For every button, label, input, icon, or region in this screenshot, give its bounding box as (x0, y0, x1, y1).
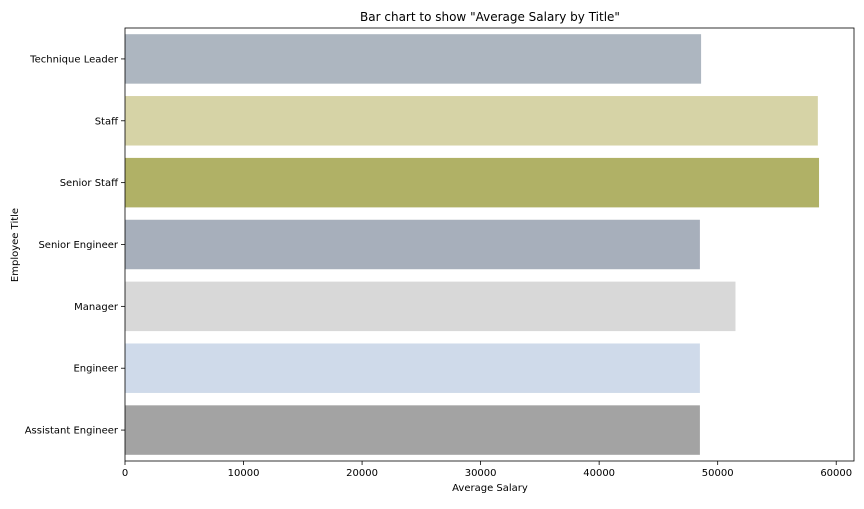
bar-assistant-engineer (125, 405, 700, 455)
bar-technique-leader (125, 34, 702, 84)
axes-layer: Assistant Engineer Engineer Manager Senior … (25, 27, 855, 479)
y-tick-label: Engineer (73, 364, 118, 375)
y-axis-label: Employee Title (10, 208, 21, 282)
x-tick-label: 0 (122, 468, 128, 479)
bar-manager (125, 281, 736, 332)
y-tick-label: Manager (74, 302, 119, 313)
x-axis-label: Average Salary (452, 483, 528, 494)
x-tick-label: 60000 (820, 468, 852, 479)
plot-frame (124, 27, 855, 462)
bar-senior-engineer (125, 219, 700, 270)
x-tick-label: 40000 (583, 468, 615, 479)
bar-engineer (125, 343, 700, 393)
x-tick-label: 30000 (465, 468, 497, 479)
y-tick-label: Senior Engineer (38, 240, 118, 251)
y-tick-label: Staff (95, 116, 119, 127)
x-tick-label: 10000 (228, 468, 260, 479)
y-tick-label: Technique Leader (29, 54, 119, 65)
x-tick-label: 50000 (702, 468, 734, 479)
y-tick-label: Assistant Engineer (25, 426, 119, 437)
y-tick-label: Senior Staff (60, 178, 119, 189)
chart-title: Bar chart to show "Average Salary by Tit… (360, 10, 620, 24)
x-tick-label: 20000 (346, 468, 378, 479)
bar-staff (125, 96, 818, 146)
bars-layer (125, 34, 820, 455)
bar-senior-staff (125, 157, 820, 208)
